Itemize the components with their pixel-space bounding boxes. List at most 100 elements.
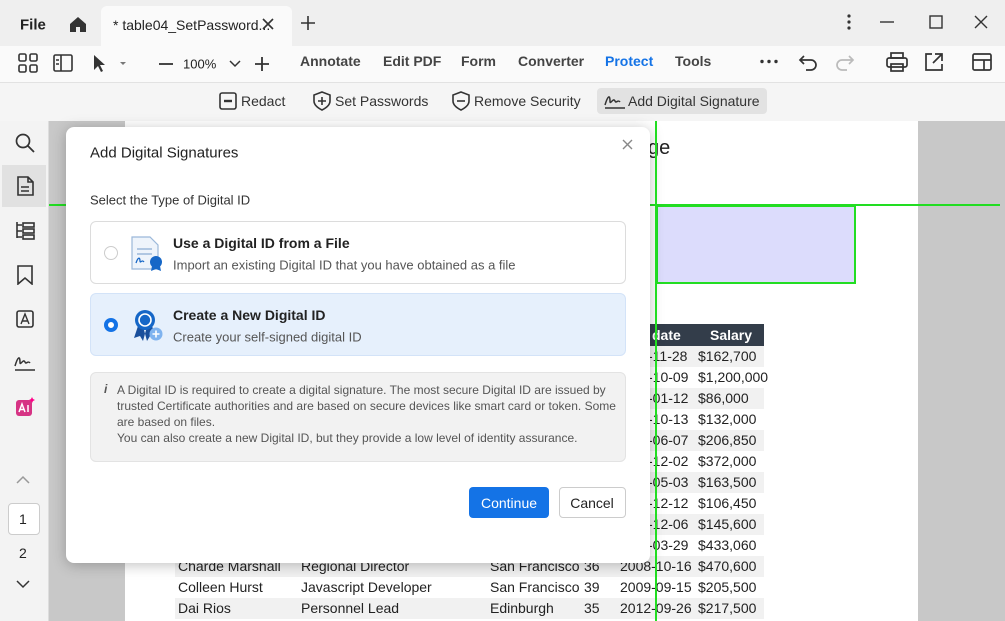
dialog-subtitle: Select the Type of Digital ID <box>90 192 251 208</box>
sub-tool[interactable]: Remove Security <box>474 93 581 109</box>
table-cell: -10-09 <box>648 369 689 385</box>
home-button[interactable] <box>68 15 88 33</box>
continue-label[interactable]: Continue <box>480 495 538 511</box>
info-text: You can also create a new Digital ID, bu… <box>117 431 578 445</box>
bookmarks-panel[interactable] <box>17 265 33 285</box>
cancel-button[interactable] <box>559 487 626 518</box>
sub-tool[interactable]: Add Digital Signature <box>628 93 760 109</box>
page-heading: ge <box>648 137 671 159</box>
sub-tool[interactable]: Set Passwords <box>335 93 429 109</box>
print[interactable] <box>886 52 908 72</box>
maximize[interactable] <box>929 15 943 29</box>
table-cell: -01-12 <box>648 390 689 406</box>
page-up[interactable] <box>16 475 30 484</box>
outline-panel[interactable] <box>15 221 35 240</box>
grid-view[interactable] <box>18 53 38 73</box>
table-cell: -12-06 <box>648 516 689 532</box>
dialog-close[interactable] <box>622 139 633 150</box>
tab-close[interactable] <box>261 17 275 31</box>
table-cell: -10-13 <box>648 411 689 427</box>
digital-signature-icon[interactable] <box>604 93 626 109</box>
ai-panel[interactable] <box>15 397 35 417</box>
close-window[interactable] <box>974 15 988 29</box>
page-number[interactable]: 1 <box>19 511 27 527</box>
zoom-level[interactable]: 100% <box>183 56 217 72</box>
info-box <box>90 372 626 462</box>
zoom-in[interactable] <box>255 57 269 71</box>
table-cell: $86,000 <box>698 390 749 406</box>
table-cell: $163,500 <box>698 474 757 490</box>
cancel-label[interactable]: Cancel <box>570 495 614 511</box>
set-passwords-icon[interactable] <box>313 91 331 111</box>
table-header-cell: date <box>652 327 681 343</box>
remove-security-icon[interactable] <box>452 91 470 111</box>
share[interactable] <box>924 52 944 72</box>
radio-button[interactable] <box>104 246 118 260</box>
pages-panel[interactable] <box>17 176 34 196</box>
menu-tab[interactable]: Form <box>461 53 496 69</box>
tab[interactable] <box>101 6 292 46</box>
row-shade <box>175 598 764 619</box>
info-text: are based on files. <box>117 415 216 429</box>
table-cell: 39 <box>584 579 600 595</box>
table-cell: $206,850 <box>698 432 757 448</box>
table-cell: 35 <box>584 600 600 616</box>
option-card[interactable] <box>90 221 626 284</box>
continue-button[interactable] <box>469 487 549 518</box>
option-card-selected[interactable] <box>90 293 626 356</box>
option-title[interactable]: Create a New Digital ID <box>173 307 326 323</box>
table-cell: -06-07 <box>648 432 689 448</box>
file-menu[interactable]: File <box>20 16 46 34</box>
zoom-dropdown[interactable] <box>229 60 241 68</box>
page-number[interactable]: 2 <box>19 545 27 561</box>
search-panel[interactable] <box>15 133 35 153</box>
fields-panel[interactable] <box>16 310 34 328</box>
new-id-icon <box>134 310 163 341</box>
menu-tab[interactable]: Annotate <box>300 53 361 69</box>
menu-tab[interactable]: Edit PDF <box>383 53 442 69</box>
highlight-box <box>656 205 856 284</box>
table-cell: $372,000 <box>698 453 757 469</box>
page-down[interactable] <box>16 580 30 589</box>
table-cell: -11-28 <box>648 348 688 364</box>
minimize[interactable] <box>880 20 894 24</box>
radio-button-checked[interactable] <box>104 318 118 332</box>
table-cell: $205,500 <box>698 579 757 595</box>
option-description: Create your self-signed digital ID <box>173 329 362 345</box>
tab-title[interactable]: * table04_SetPassword... <box>113 17 271 33</box>
file-id-icon <box>131 236 162 271</box>
signatures-panel[interactable] <box>14 354 36 372</box>
table-cell: Edinburgh <box>490 600 554 616</box>
panel-view[interactable] <box>53 54 73 72</box>
table-cell: Javascript Developer <box>301 579 432 595</box>
zoom-out[interactable] <box>159 62 173 66</box>
option-title[interactable]: Use a Digital ID from a File <box>173 235 350 251</box>
sub-tool[interactable]: Redact <box>241 93 286 109</box>
table-cell: $145,600 <box>698 516 757 532</box>
table-cell: $217,500 <box>698 600 757 616</box>
redact-icon[interactable] <box>219 92 237 110</box>
table-cell: -05-03 <box>648 474 689 490</box>
menu-tab[interactable]: Protect <box>605 53 654 69</box>
undo[interactable] <box>798 53 818 71</box>
table-cell: San Francisco <box>490 579 580 595</box>
table-cell: Colleen Hurst <box>178 579 263 595</box>
redo[interactable] <box>835 53 855 71</box>
table-cell: Dai Rios <box>178 600 231 616</box>
dialog: Add Digital Signatures Select the Type o… <box>66 127 650 563</box>
more-menu[interactable] <box>846 13 852 31</box>
table-cell: -03-29 <box>648 537 689 553</box>
menu-tab[interactable]: Tools <box>675 53 712 69</box>
sidebar-active <box>2 165 46 207</box>
layout[interactable] <box>972 53 992 71</box>
menu-tab[interactable]: Converter <box>518 53 585 69</box>
page-input[interactable] <box>8 503 40 535</box>
info-text: trusted Certificate authorities and are … <box>117 399 616 413</box>
more-tools[interactable] <box>760 59 778 64</box>
select-tool[interactable] <box>92 54 128 72</box>
table-cell: $162,700 <box>698 348 757 364</box>
new-tab[interactable] <box>301 16 315 30</box>
option-description: Import an existing Digital ID that you h… <box>173 257 516 273</box>
table-cell: $132,000 <box>698 411 757 427</box>
